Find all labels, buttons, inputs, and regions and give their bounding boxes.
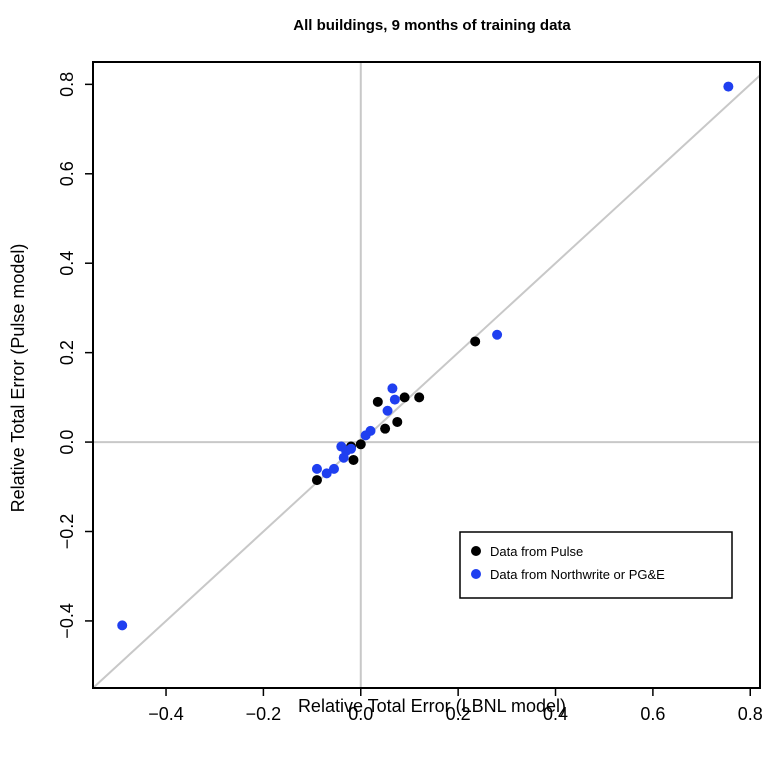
data-point-series-1-12 — [389, 394, 400, 405]
y-axis-label: Relative Total Error (Pulse model) — [8, 244, 28, 513]
x-tick-label: 0.2 — [446, 704, 471, 724]
x-axis: −0.4 −0.2 0.0 0.2 0.4 0.6 0.8 — [148, 688, 763, 724]
y-tick-label: −0.4 — [57, 603, 77, 639]
y-tick-label: 0.4 — [57, 251, 77, 276]
y-tick-label: 0.6 — [57, 161, 77, 186]
x-tick-label: 0.6 — [640, 704, 665, 724]
legend: Data from Pulse Data from Northwrite or … — [459, 531, 733, 599]
y-tick-label: 0.0 — [57, 430, 77, 455]
data-point-series-1-7 — [346, 443, 357, 454]
legend-box — [459, 531, 733, 599]
data-point-series-0-5 — [380, 423, 391, 434]
x-tick-label: 0.0 — [348, 704, 373, 724]
data-point-series-0-4 — [372, 396, 383, 407]
x-tick-label: 0.8 — [738, 704, 763, 724]
data-point-series-0-0 — [311, 475, 322, 486]
x-tick-label: −0.2 — [246, 704, 282, 724]
plot-frame — [92, 61, 761, 689]
data-point-series-0-9 — [470, 336, 481, 347]
data-point-series-0-1 — [348, 454, 359, 465]
data-point-series-1-2 — [321, 468, 332, 479]
legend-marker-northwrite — [471, 569, 481, 579]
data-point-series-1-1 — [311, 463, 322, 474]
data-point-series-0-7 — [399, 392, 410, 403]
data-point-series-1-13 — [492, 329, 503, 340]
plot-area — [92, 61, 761, 689]
y-tick-label: 0.8 — [57, 72, 77, 97]
chart-title: All buildings, 9 months of training data — [293, 17, 571, 34]
x-axis-label: Relative Total Error (LBNL model) — [298, 696, 566, 716]
y-tick-label: 0.2 — [57, 340, 77, 365]
identity-line — [92, 74, 761, 689]
data-point-series-1-0 — [117, 620, 128, 631]
x-tick-label: 0.4 — [543, 704, 568, 724]
points-layer — [117, 81, 734, 631]
data-point-series-1-10 — [382, 405, 393, 416]
legend-label-northwrite: Data from Northwrite or PG&E — [490, 567, 665, 582]
data-point-series-1-11 — [387, 383, 398, 394]
legend-marker-pulse — [471, 546, 481, 556]
legend-label-pulse: Data from Pulse — [490, 544, 583, 559]
data-point-series-1-9 — [365, 425, 376, 436]
data-point-series-0-3 — [355, 439, 366, 450]
data-point-series-0-8 — [414, 392, 425, 403]
y-axis: −0.4 −0.2 0.0 0.2 0.4 0.6 0.8 — [57, 72, 93, 639]
data-point-series-0-6 — [392, 416, 403, 427]
data-point-series-1-14 — [723, 81, 734, 92]
x-tick-label: −0.4 — [148, 704, 184, 724]
data-point-series-1-3 — [328, 463, 339, 474]
y-tick-label: −0.2 — [57, 514, 77, 550]
